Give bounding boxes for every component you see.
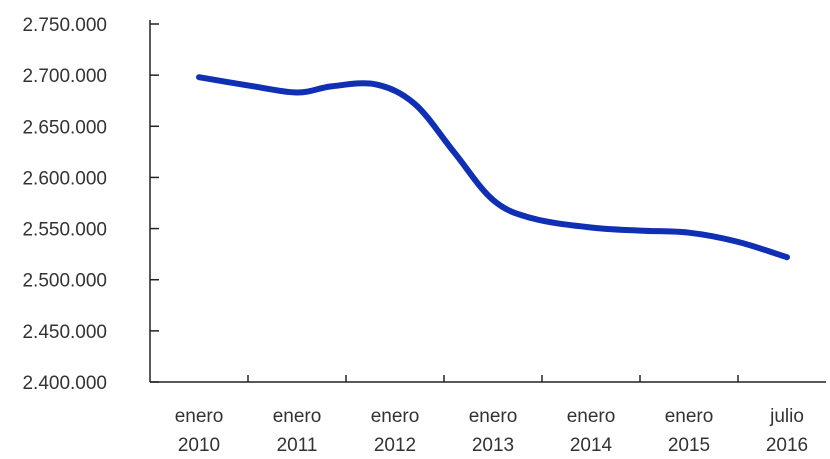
x-tick-label: enero 2012 bbox=[371, 406, 420, 456]
x-tick-label-line: 2016 bbox=[766, 435, 808, 456]
x-tick-label: enero 2011 bbox=[273, 406, 322, 456]
x-tick-label-line: enero bbox=[567, 406, 616, 427]
x-tick-label-line: enero bbox=[273, 406, 322, 427]
y-tick-label: 2.750.000 bbox=[22, 15, 107, 36]
x-tick-label-line: enero bbox=[469, 406, 518, 427]
x-tick-label: julio 2016 bbox=[766, 406, 808, 456]
y-tick-label: 2.450.000 bbox=[22, 322, 107, 343]
x-tick-label-line: 2013 bbox=[472, 435, 514, 456]
x-tick-label-line: 2010 bbox=[178, 435, 220, 456]
y-tick-label: 2.550.000 bbox=[22, 220, 107, 241]
x-tick-label-line: enero bbox=[665, 406, 714, 427]
y-tick-label: 2.500.000 bbox=[22, 271, 107, 292]
x-tick-label-line: 2014 bbox=[570, 435, 613, 456]
x-tick-label: enero 2013 bbox=[469, 406, 518, 456]
y-tick-label: 2.600.000 bbox=[22, 168, 107, 189]
x-tick-label: enero 2015 bbox=[665, 406, 714, 456]
x-tick-label: enero 2014 bbox=[567, 406, 616, 456]
x-tick-label-line: 2015 bbox=[668, 435, 710, 456]
y-tick-label: 2.650.000 bbox=[22, 117, 107, 138]
x-tick-label-line: enero bbox=[371, 406, 420, 427]
series-line-0 bbox=[196, 74, 790, 261]
x-tick-label-line: 2011 bbox=[277, 435, 318, 456]
y-tick-label: 2.700.000 bbox=[22, 66, 107, 87]
x-tick-label-line: julio bbox=[769, 406, 804, 427]
x-tick-label: enero 2010 bbox=[175, 406, 224, 456]
y-axis: 2.750.000 2.700.000 2.650.000 2.600.000 2.55… bbox=[22, 15, 159, 394]
x-tick-label-line: enero bbox=[175, 406, 224, 427]
series-layer bbox=[196, 74, 790, 261]
y-tick-label: 2.400.000 bbox=[22, 373, 107, 394]
x-tick-label-line: 2012 bbox=[374, 435, 416, 456]
